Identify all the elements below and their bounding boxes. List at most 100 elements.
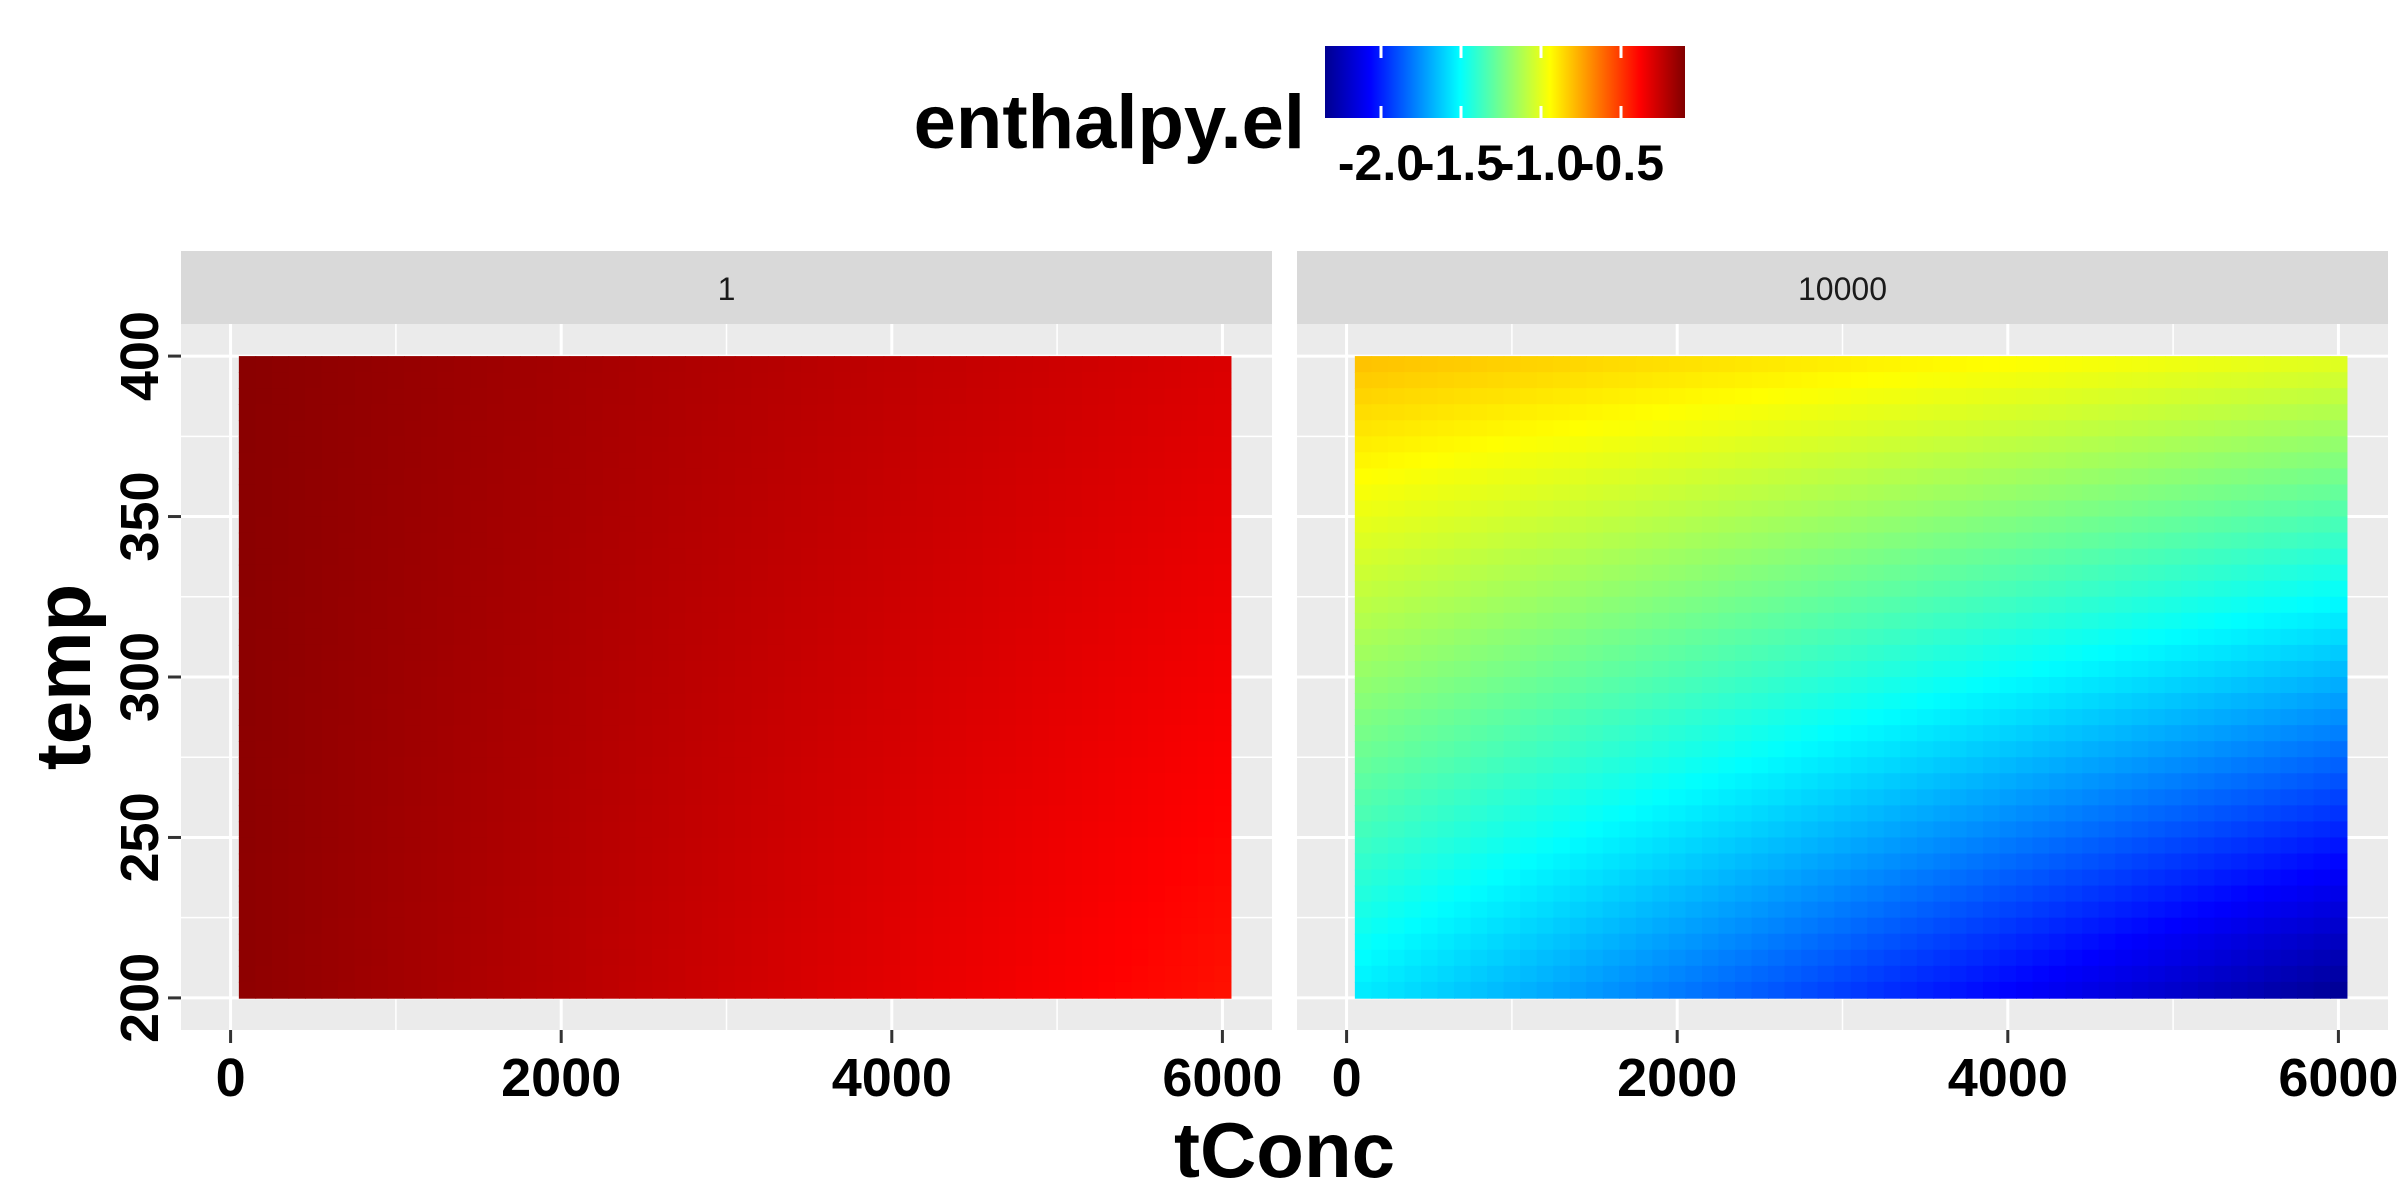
heatmap-cell xyxy=(354,981,372,999)
heatmap-cell xyxy=(238,484,257,502)
heatmap-cell xyxy=(255,677,273,694)
heatmap-cell xyxy=(1652,468,1670,486)
heatmap-cell xyxy=(569,436,587,454)
heatmap-cell xyxy=(800,468,819,486)
heatmap-cell xyxy=(833,436,852,454)
heatmap-cell xyxy=(2065,789,2083,807)
heatmap-cell xyxy=(883,484,901,502)
heatmap-cell xyxy=(767,757,786,775)
heatmap-cell xyxy=(1966,356,1984,373)
heatmap-cell xyxy=(1553,596,1571,614)
heatmap-cell xyxy=(255,981,273,999)
heatmap-cell xyxy=(2264,388,2282,406)
heatmap-cell xyxy=(1933,660,1951,678)
heatmap-cell xyxy=(1437,644,1455,662)
heatmap-cell xyxy=(751,468,769,486)
heatmap-cell xyxy=(1834,901,1852,919)
heatmap-cell xyxy=(2082,709,2100,726)
heatmap-cell xyxy=(619,500,637,518)
heatmap-cell xyxy=(1404,981,1422,999)
heatmap-cell xyxy=(2032,709,2050,726)
heatmap-cell xyxy=(387,516,405,534)
heatmap-cell xyxy=(1735,500,1753,518)
heatmap-cell xyxy=(767,660,786,678)
heatmap-cell xyxy=(1751,452,1769,470)
heatmap-cell xyxy=(1454,853,1472,871)
heatmap-cell xyxy=(1768,468,1786,486)
heatmap-cell xyxy=(883,773,901,791)
heatmap-cell xyxy=(271,468,290,486)
heatmap-cell xyxy=(2164,436,2183,454)
heatmap-cell xyxy=(2115,548,2133,566)
heatmap-cell xyxy=(354,644,372,662)
heatmap-cell xyxy=(916,548,934,566)
heatmap-cell xyxy=(602,949,620,967)
heatmap-cell xyxy=(1503,580,1521,598)
heatmap-cell xyxy=(1850,789,1869,807)
heatmap-cell xyxy=(1081,580,1100,598)
heatmap-cell xyxy=(238,837,257,855)
heatmap-cell xyxy=(1668,821,1687,839)
heatmap-cell xyxy=(569,693,587,710)
heatmap-cell xyxy=(2098,773,2117,791)
heatmap-cell xyxy=(1933,404,1951,422)
heatmap-cell xyxy=(1668,757,1687,775)
heatmap-cell xyxy=(949,596,967,614)
heatmap-cell xyxy=(2131,949,2150,967)
heatmap-cell xyxy=(1701,949,1720,967)
heatmap-cell xyxy=(288,853,306,871)
heatmap-cell xyxy=(2264,917,2282,935)
heatmap-cell xyxy=(1437,436,1455,454)
heatmap-cell xyxy=(2131,660,2150,678)
heatmap-cell xyxy=(404,548,422,566)
heatmap-cell xyxy=(1470,885,1488,903)
heatmap-cell xyxy=(2297,933,2315,951)
heatmap-cell xyxy=(1015,901,1034,919)
heatmap-cell xyxy=(1933,677,1951,694)
heatmap-cell xyxy=(685,805,703,823)
heatmap-cell xyxy=(1354,580,1373,598)
heatmap-cell xyxy=(1569,404,1588,422)
heatmap-cell xyxy=(536,821,554,839)
heatmap-cell xyxy=(1387,805,1406,823)
heatmap-cell xyxy=(685,789,703,807)
heatmap-cell xyxy=(2181,693,2199,710)
heatmap-cell xyxy=(453,853,472,871)
heatmap-cell xyxy=(2181,436,2199,454)
heatmap-cell xyxy=(271,965,290,983)
heatmap-cell xyxy=(255,500,273,518)
heatmap-cell xyxy=(2197,725,2216,742)
heatmap-cell xyxy=(1404,917,1422,935)
heatmap-cell xyxy=(1081,452,1100,470)
heatmap-cell xyxy=(1586,869,1604,887)
heatmap-cell xyxy=(751,965,769,983)
heatmap-cell xyxy=(1371,965,1389,983)
heatmap-cell xyxy=(883,837,901,855)
heatmap-cell xyxy=(2214,917,2232,935)
heatmap-cell xyxy=(883,981,901,999)
heatmap-cell xyxy=(966,484,984,502)
heatmap-cell xyxy=(800,773,819,791)
heatmap-cell xyxy=(2082,596,2100,614)
heatmap-cell xyxy=(718,725,736,742)
heatmap-cell xyxy=(1470,949,1488,967)
heatmap-cell xyxy=(718,917,736,935)
heatmap-cell xyxy=(1371,933,1389,951)
heatmap-cell xyxy=(1181,773,1199,791)
heatmap-cell xyxy=(453,677,472,694)
heatmap-cell xyxy=(2016,965,2034,983)
heatmap-cell xyxy=(2098,677,2117,694)
heatmap-cell xyxy=(850,372,868,389)
heatmap-cell xyxy=(470,741,488,759)
heatmap-cell xyxy=(1966,805,1984,823)
heatmap-cell xyxy=(271,564,290,582)
heatmap-cell xyxy=(635,917,653,935)
heatmap-cell xyxy=(1735,805,1753,823)
heatmap-cell xyxy=(453,564,472,582)
heatmap-cell xyxy=(718,468,736,486)
heatmap-cell xyxy=(1520,644,1538,662)
heatmap-cell xyxy=(1801,709,1819,726)
heatmap-cell xyxy=(1354,404,1373,422)
heatmap-cell xyxy=(2065,484,2083,502)
heatmap-cell xyxy=(2065,404,2083,422)
